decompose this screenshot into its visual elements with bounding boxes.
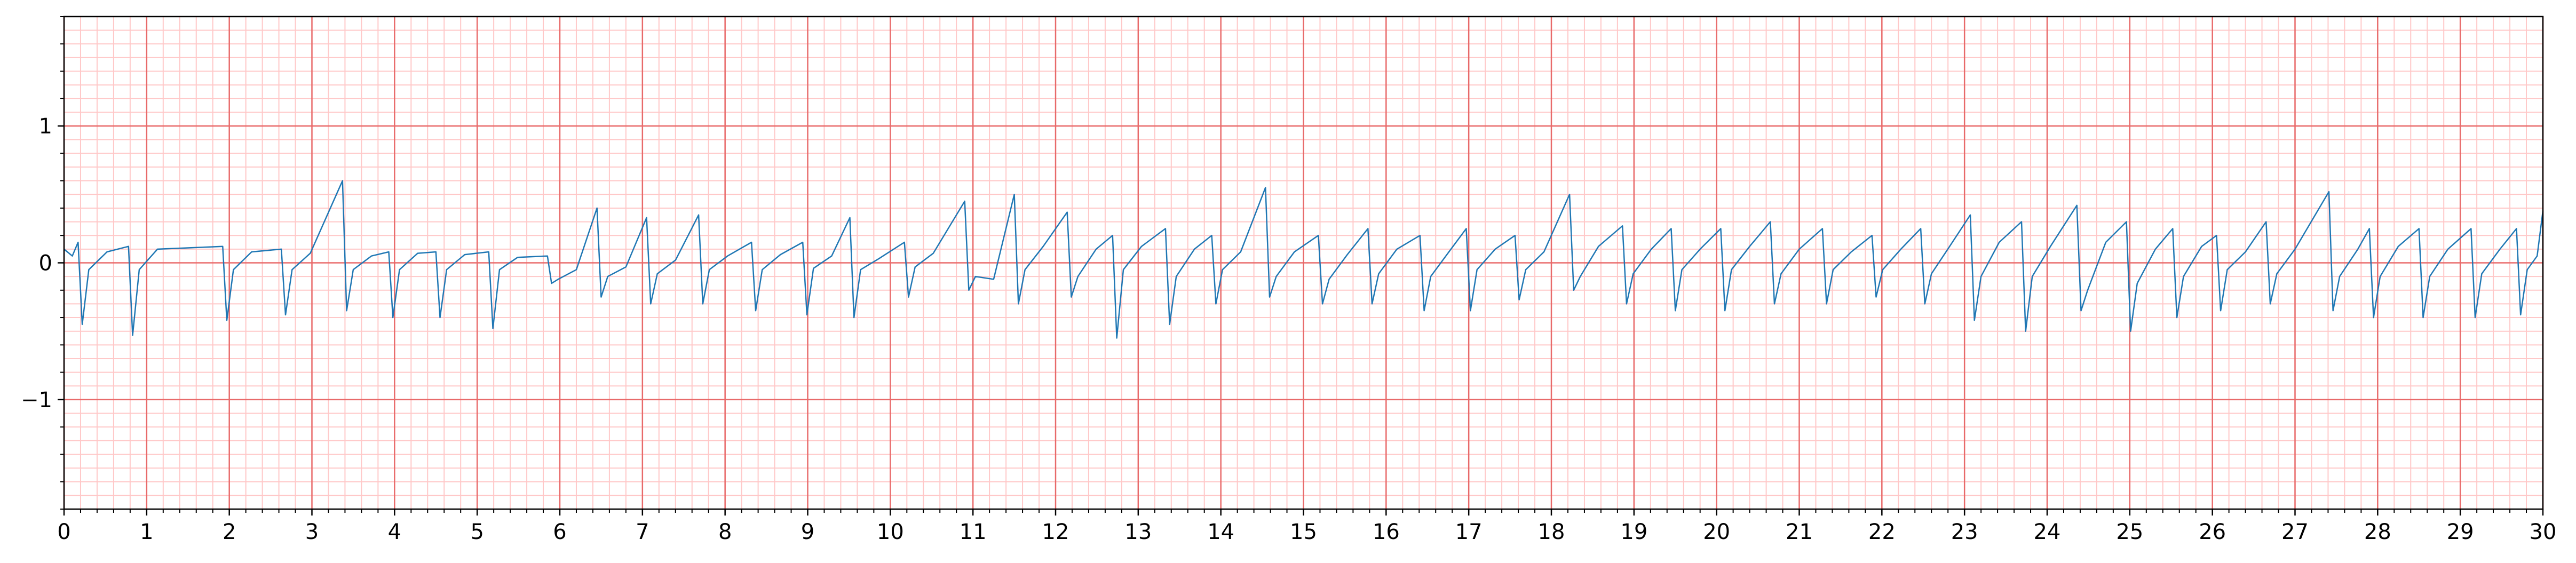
x-tick-label: 28 xyxy=(2364,520,2391,544)
x-tick-label: 19 xyxy=(1620,520,1647,544)
x-tick-label: 27 xyxy=(2281,520,2309,544)
x-tick-label: 13 xyxy=(1124,520,1152,544)
x-tick-label: 12 xyxy=(1042,520,1069,544)
x-tick-label: 0 xyxy=(57,520,70,544)
x-tick-label: 25 xyxy=(2116,520,2143,544)
x-tick-label: 23 xyxy=(1951,520,1978,544)
x-tick-label: 10 xyxy=(877,520,904,544)
y-tick-label: −1 xyxy=(21,388,52,413)
y-tick-label: 0 xyxy=(39,251,52,276)
x-tick-label: 1 xyxy=(140,520,153,544)
x-tick-label: 5 xyxy=(470,520,484,544)
x-tick-label: 14 xyxy=(1207,520,1234,544)
x-tick-label: 15 xyxy=(1290,520,1317,544)
x-tick-label: 6 xyxy=(553,520,566,544)
y-tick-label: 1 xyxy=(39,114,52,139)
x-tick-label: 20 xyxy=(1703,520,1730,544)
x-tick-label: 2 xyxy=(223,520,236,544)
x-tick-label: 30 xyxy=(2530,520,2557,544)
x-tick-label: 8 xyxy=(718,520,732,544)
plot-frame xyxy=(63,15,2544,510)
x-tick-label: 3 xyxy=(305,520,319,544)
ecg-line xyxy=(64,180,2544,339)
x-tick-label: 29 xyxy=(2447,520,2474,544)
x-tick-label: 11 xyxy=(960,520,987,544)
x-tick-label: 26 xyxy=(2199,520,2226,544)
x-tick-label: 17 xyxy=(1455,520,1483,544)
x-tick-label: 18 xyxy=(1538,520,1565,544)
x-tick-label: 21 xyxy=(1786,520,1813,544)
x-tick-label: 7 xyxy=(636,520,649,544)
x-tick-label: 16 xyxy=(1373,520,1400,544)
x-tick-label: 24 xyxy=(2034,520,2061,544)
x-tick-label: 4 xyxy=(388,520,401,544)
x-tick-label: 9 xyxy=(801,520,814,544)
x-tick-label: 22 xyxy=(1868,520,1896,544)
